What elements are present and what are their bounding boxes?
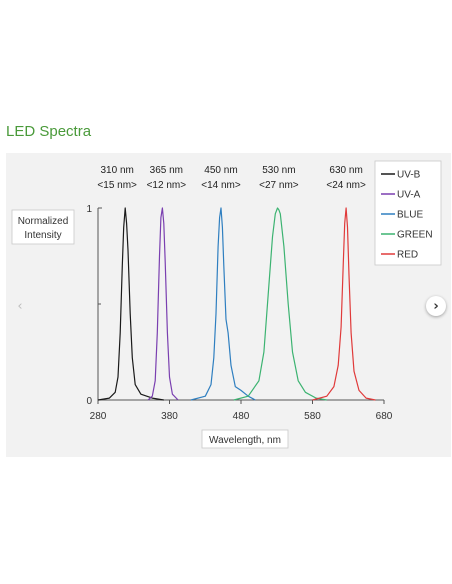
peak-wavelength-label: 365 nm [150,165,183,176]
y-axis-label: Intensity [24,230,61,241]
legend-label: RED [397,250,418,261]
fwhm-label: <14 nm> [201,180,241,191]
peak-wavelength-label: 530 nm [262,165,295,176]
chevron-right-icon[interactable]: › [426,296,446,316]
ylabel-box [11,209,75,245]
y-axis-label: Normalized [18,216,69,227]
x-tick-label: 280 [90,411,107,422]
chevron-left-icon[interactable]: ‹ [17,298,23,314]
legend-label: UV-B [397,170,421,181]
spectrum-line-green [233,207,327,401]
chart-legend: UV-B UV-A BLUE GREEN RED [374,160,442,266]
legend-label: BLUE [397,210,423,221]
fwhm-label: <12 nm> [147,180,187,191]
spectrum-line-red [312,207,376,401]
y-tick-label: 1 [86,204,92,215]
xlabel-box [201,429,289,449]
spectrum-line-blue [190,207,256,401]
section-title: LED Spectra [6,123,92,140]
legend-label: GREEN [397,230,433,241]
fwhm-label: <24 nm> [326,180,366,191]
x-tick-label: 580 [304,411,321,422]
fwhm-label: <15 nm> [97,180,137,191]
fwhm-label: <27 nm> [259,180,299,191]
x-axis-label: Wavelength, nm [209,435,281,446]
spectrum-line-uv-b [97,207,164,401]
peak-labels: 310 nm <15 nm> 365 nm <12 nm> 450 nm <14 nm> 5… [97,165,366,191]
spectrum-line-uv-a [147,207,179,401]
chart-axes: 280 380 480 580 680 0 1 Normalized Intensity Wave… [11,204,393,449]
y-tick-label: 0 [86,396,92,407]
peak-wavelength-label: 310 nm [100,165,133,176]
x-tick-label: 680 [376,411,393,422]
x-tick-label: 480 [233,411,250,422]
peak-wavelength-label: 630 nm [329,165,362,176]
legend-label: UV-A [397,190,421,201]
peak-wavelength-label: 450 nm [204,165,237,176]
chart-series [97,207,376,401]
legend-box [374,160,442,266]
x-tick-label: 380 [161,411,178,422]
